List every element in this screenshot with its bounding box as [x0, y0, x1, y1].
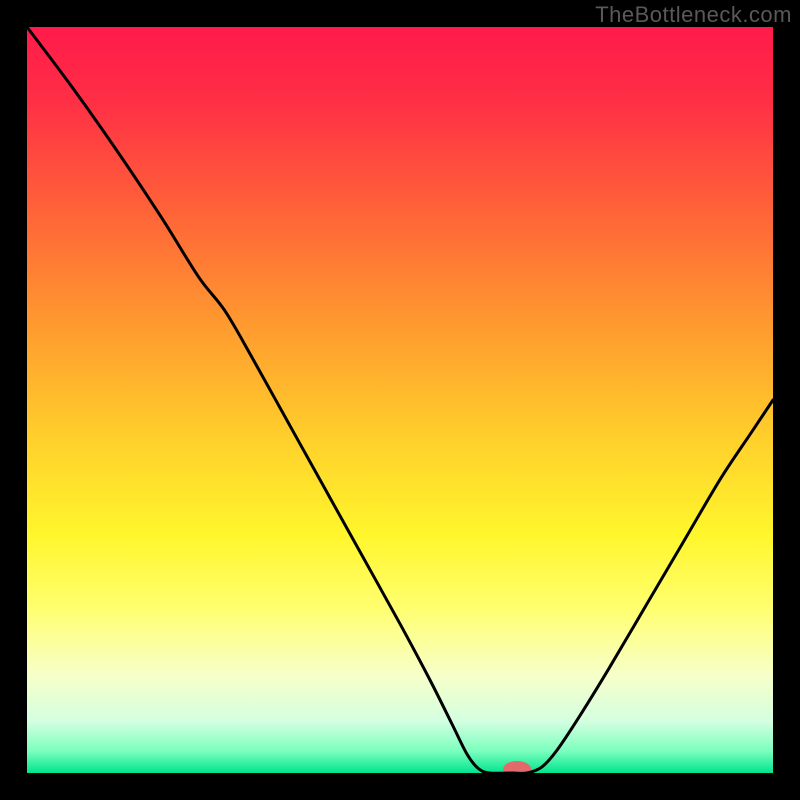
chart-background — [27, 27, 773, 773]
watermark-text: TheBottleneck.com — [595, 2, 792, 28]
bottleneck-chart — [0, 0, 800, 800]
chart-container: TheBottleneck.com — [0, 0, 800, 800]
